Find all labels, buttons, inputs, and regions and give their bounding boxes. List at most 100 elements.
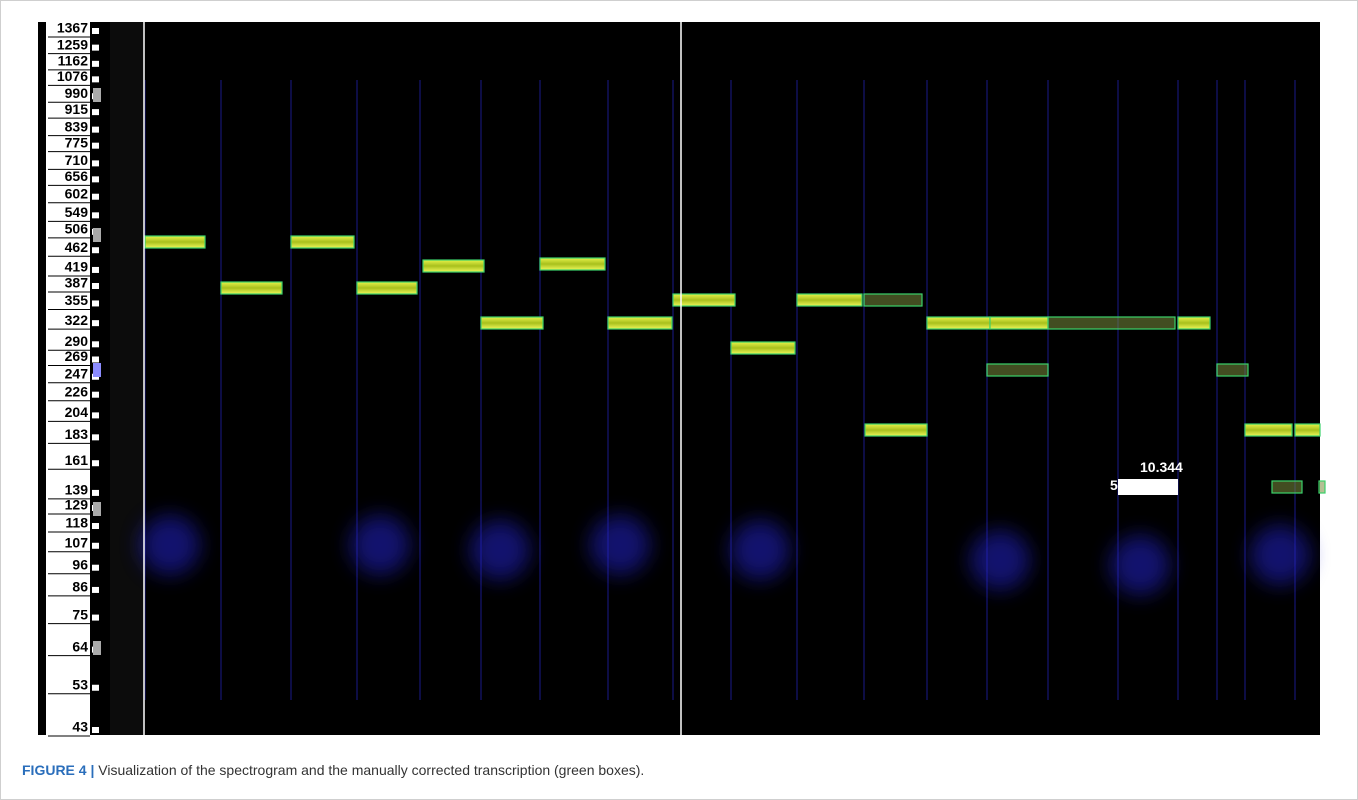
tick-label: 656 xyxy=(65,168,89,184)
note-box xyxy=(927,317,990,329)
caption-text: Visualization of the spectrogram and the… xyxy=(98,762,644,778)
tick-mark xyxy=(92,160,99,166)
note-box xyxy=(221,282,282,294)
spectrogram-figure: 1367125911621076990915839775710656602549… xyxy=(0,0,1358,750)
tick-label: 1259 xyxy=(57,36,88,52)
tick-mark xyxy=(92,45,99,51)
tick-label: 549 xyxy=(65,204,89,220)
tick-label: 419 xyxy=(65,259,89,275)
tick-mark xyxy=(92,61,99,67)
energy-cloud xyxy=(350,515,410,575)
energy-cloud xyxy=(1110,535,1170,595)
note-box xyxy=(145,236,205,248)
tick-mark xyxy=(92,356,99,362)
note-box xyxy=(540,258,605,270)
tick-label: 161 xyxy=(65,452,89,468)
note-box xyxy=(291,236,354,248)
tick-mark xyxy=(92,523,99,529)
tick-label: 462 xyxy=(65,239,89,255)
note-box xyxy=(1217,364,1248,376)
annotation-duration: 10.344 xyxy=(1140,459,1183,475)
tick-label: 226 xyxy=(65,383,89,399)
energy-cloud xyxy=(730,520,790,580)
axis-marker xyxy=(93,88,101,102)
energy-cloud xyxy=(970,530,1030,590)
note-box xyxy=(1245,424,1292,436)
tick-mark xyxy=(92,76,99,82)
caption-label: FIGURE 4 | xyxy=(22,762,94,778)
tick-mark xyxy=(92,109,99,115)
tick-label: 129 xyxy=(65,497,89,513)
note-box xyxy=(673,294,735,306)
note-box xyxy=(1295,424,1320,436)
axis-marker xyxy=(93,502,101,516)
tick-label: 64 xyxy=(72,638,88,654)
note-box xyxy=(1272,481,1302,493)
tick-label: 775 xyxy=(65,134,89,150)
tick-label: 322 xyxy=(65,312,89,328)
tick-mark xyxy=(92,685,99,691)
tick-mark xyxy=(92,392,99,398)
note-box xyxy=(357,282,417,294)
tick-label: 1162 xyxy=(58,53,89,69)
tick-mark xyxy=(92,176,99,182)
tick-mark xyxy=(92,320,99,326)
tick-mark xyxy=(92,283,99,289)
tick-label: 290 xyxy=(65,333,89,349)
energy-peak xyxy=(1118,479,1178,495)
tick-mark xyxy=(92,615,99,621)
tick-mark xyxy=(92,247,99,253)
energy-cloud xyxy=(470,520,530,580)
tick-label: 204 xyxy=(65,404,89,420)
tick-label: 43 xyxy=(72,719,88,735)
annotation-value: 50 xyxy=(1110,477,1126,493)
note-box xyxy=(1319,481,1325,493)
tick-label: 355 xyxy=(65,292,89,308)
tick-mark xyxy=(92,341,99,347)
tick-label: 602 xyxy=(65,185,89,201)
tick-mark xyxy=(92,565,99,571)
note-box xyxy=(731,342,795,354)
tick-mark xyxy=(92,194,99,200)
tick-label: 53 xyxy=(72,676,88,692)
tick-label: 1076 xyxy=(57,68,88,84)
tick-label: 86 xyxy=(72,579,88,595)
note-box xyxy=(481,317,543,329)
tick-label: 96 xyxy=(72,556,88,572)
tick-label: 183 xyxy=(65,426,89,442)
tick-mark xyxy=(92,434,99,440)
tick-mark xyxy=(92,143,99,149)
note-box xyxy=(608,317,672,329)
note-box xyxy=(1048,317,1175,329)
energy-cloud xyxy=(140,515,200,575)
tick-label: 839 xyxy=(65,118,89,134)
tick-label: 247 xyxy=(65,365,89,381)
tick-label: 139 xyxy=(65,482,89,498)
tick-label: 107 xyxy=(65,534,89,550)
energy-cloud xyxy=(590,515,650,575)
tick-label: 269 xyxy=(65,348,89,364)
note-box xyxy=(865,424,927,436)
tick-mark xyxy=(92,127,99,133)
tick-mark xyxy=(92,412,99,418)
note-box xyxy=(864,294,922,306)
axis-marker xyxy=(93,228,101,242)
tick-mark xyxy=(92,543,99,549)
axis-marker xyxy=(93,641,101,655)
tick-label: 506 xyxy=(65,221,89,237)
tick-mark xyxy=(92,727,99,733)
axis-marker xyxy=(93,363,101,377)
tick-mark xyxy=(92,28,99,34)
tick-label: 118 xyxy=(65,515,88,531)
tick-label: 915 xyxy=(65,101,89,117)
axis-gap xyxy=(110,22,144,735)
note-box xyxy=(990,317,1048,329)
spectrogram-background xyxy=(38,22,1320,735)
tick-mark xyxy=(92,587,99,593)
tick-label: 1367 xyxy=(57,20,88,36)
figure-caption: FIGURE 4 | Visualization of the spectrog… xyxy=(22,762,644,778)
note-box xyxy=(987,364,1048,376)
tick-mark xyxy=(92,460,99,466)
tick-mark xyxy=(92,300,99,306)
tick-label: 387 xyxy=(65,275,89,291)
